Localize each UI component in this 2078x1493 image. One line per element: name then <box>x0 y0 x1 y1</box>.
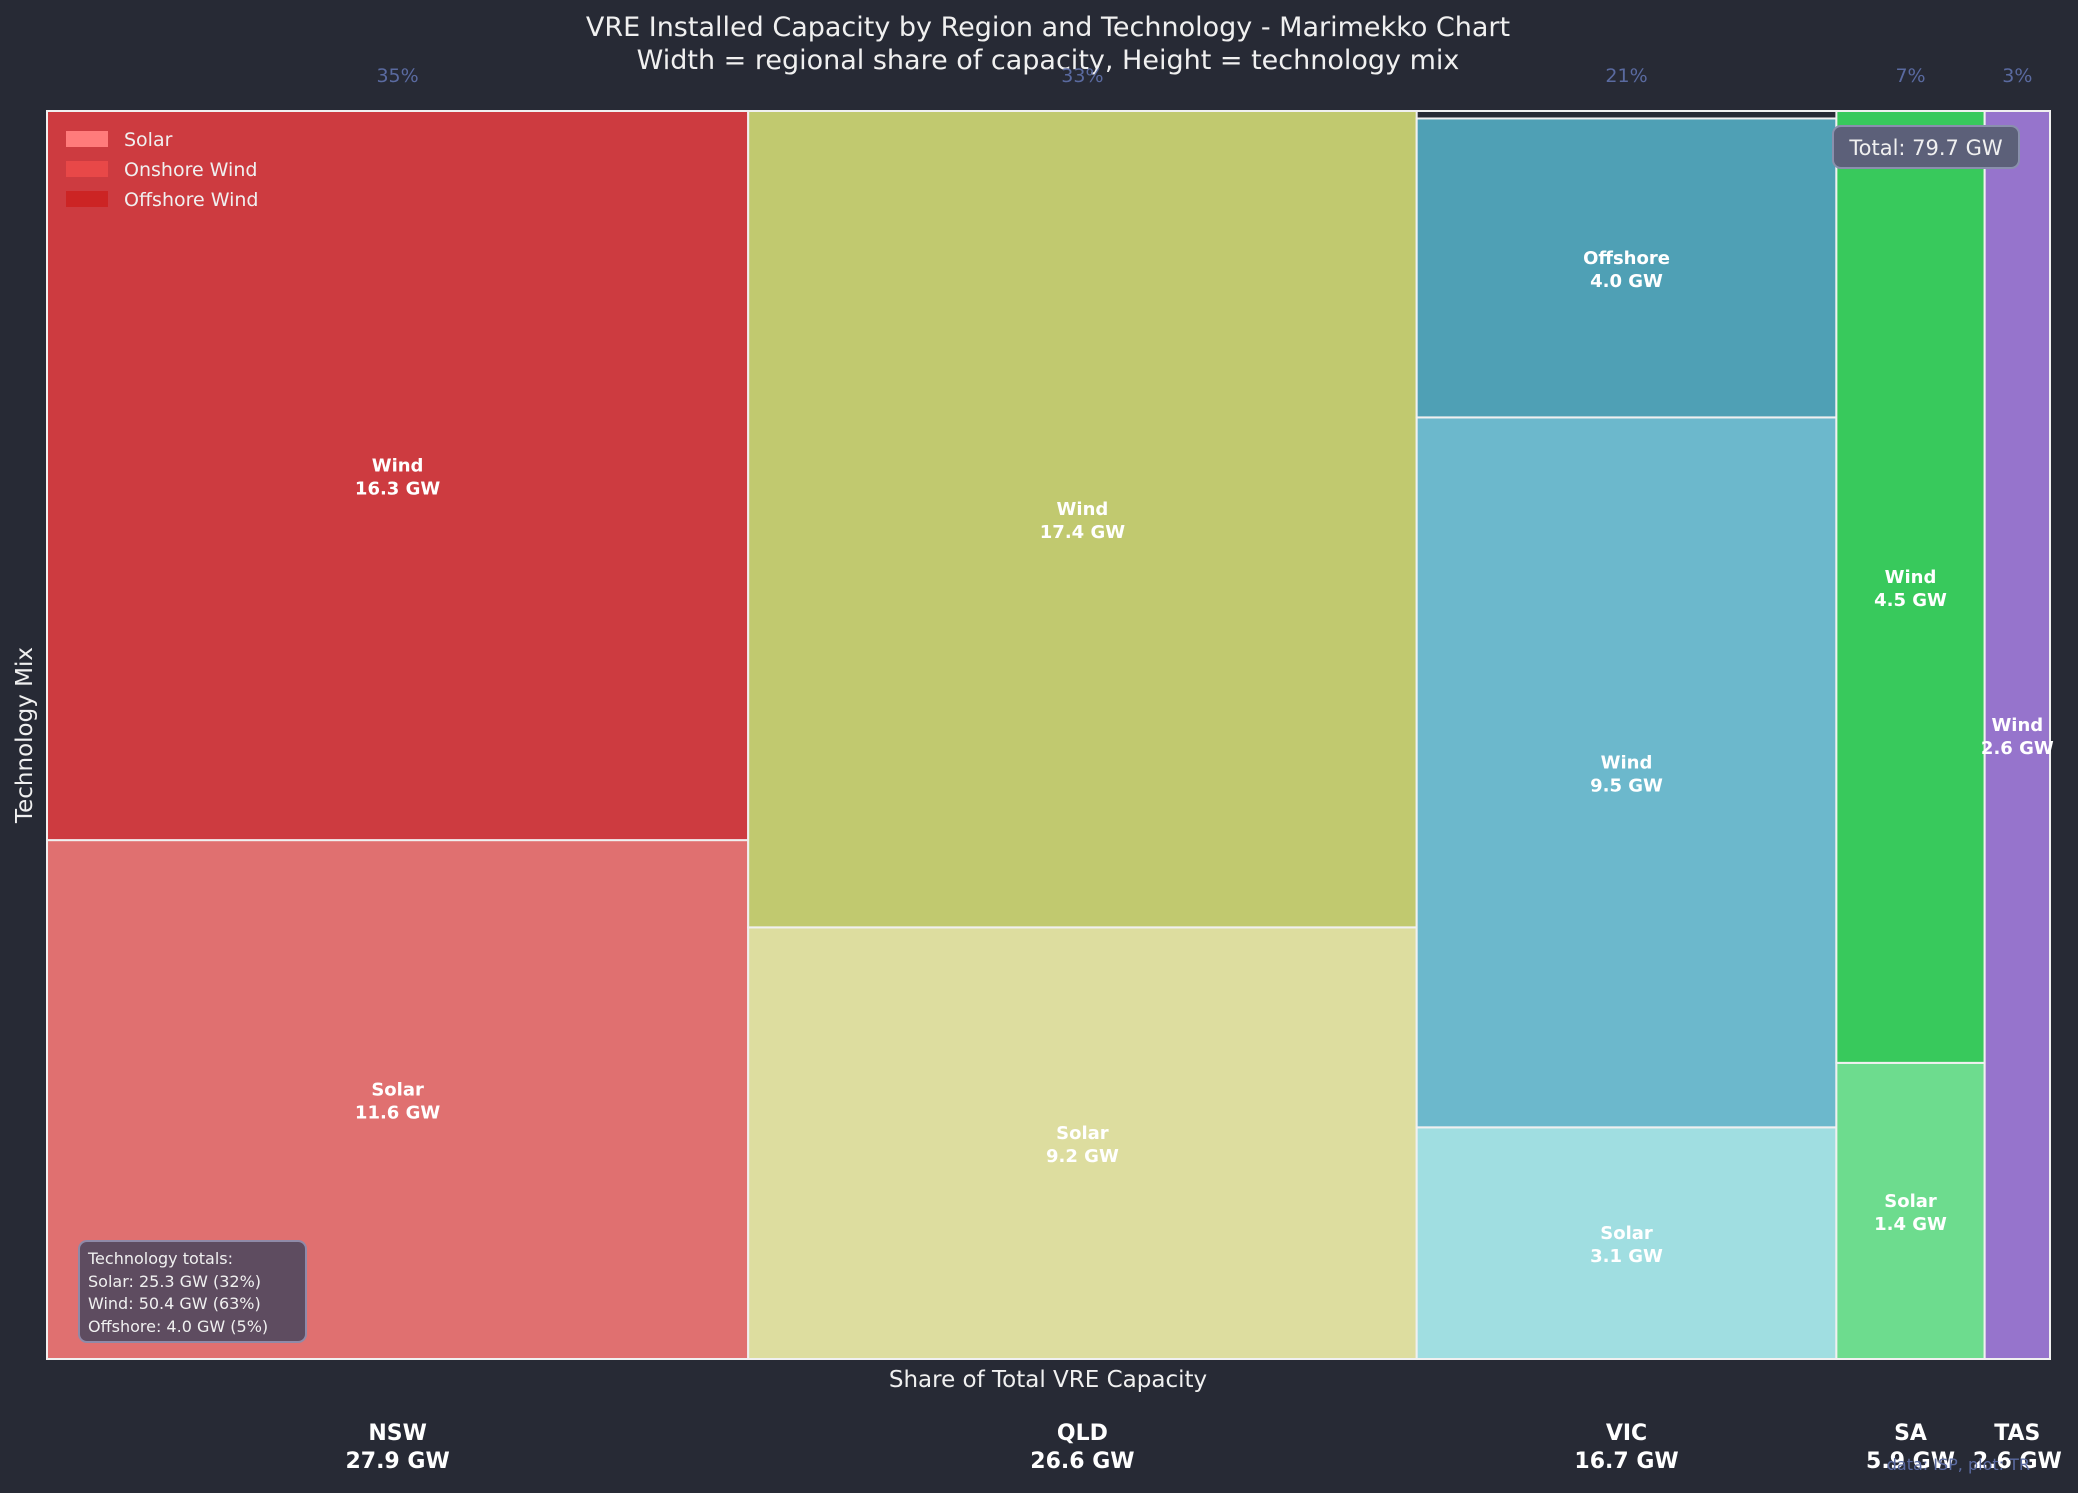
share-labels: 35% 33% 21% 7% 3% <box>376 65 2032 87</box>
total-badge-box <box>1832 125 2020 169</box>
region-name-nsw: NSW <box>368 1421 427 1446</box>
legend: Solar Onshore Wind Offshore Wind <box>66 129 258 211</box>
technology-totals-offshore: Offshore: 4.0 GW (5%) <box>88 1317 268 1336</box>
cell-vic-wind <box>1415 416 1838 1129</box>
region-total-sa: 5.9 GW <box>1866 1449 1955 1474</box>
cell-value-sa-solar: 1.4 GW <box>1874 1214 1947 1235</box>
technology-totals-box: Technology totals: Solar: 25.3 GW (32%) … <box>78 1240 307 1343</box>
cell-label-qld-solar: Solar <box>1056 1123 1109 1144</box>
cell-vic-offshore <box>1415 117 1838 419</box>
share-label-vic: 21% <box>1605 65 1647 87</box>
legend-swatch-solar <box>66 131 108 147</box>
plot-area <box>46 110 2052 1360</box>
cell-qld-wind <box>747 110 1418 929</box>
technology-totals-solar: Solar: 25.3 GW (32%) <box>88 1272 261 1291</box>
plot-frame <box>46 110 2051 1360</box>
cell-value-vic-wind: 9.5 GW <box>1590 775 1663 796</box>
share-label-sa: 7% <box>1895 65 1925 87</box>
cell-sa-solar <box>1835 1061 1986 1360</box>
region-labels: NSW 27.9 GW QLD 26.6 GW VIC 16.7 GW SA 5.9 GW TA… <box>345 1421 2061 1474</box>
footer-note: data: ISP, plot: TR <box>1887 1455 2030 1474</box>
cell-nsw-wind <box>46 110 750 842</box>
share-label-nsw: 35% <box>376 65 418 87</box>
cell-value-sa-wind: 4.5 GW <box>1874 590 1947 611</box>
cell-value-nsw-solar: 11.6 GW <box>355 1103 440 1124</box>
share-label-qld: 33% <box>1061 65 1103 87</box>
region-total-vic: 16.7 GW <box>1574 1449 1678 1474</box>
share-label-tas: 3% <box>2002 65 2032 87</box>
legend-label-onshore-wind: Onshore Wind <box>124 159 257 181</box>
region-total-qld: 26.6 GW <box>1030 1449 1134 1474</box>
legend-label-solar: Solar <box>124 129 173 151</box>
technology-totals-wind: Wind: 50.4 GW (63%) <box>88 1294 261 1313</box>
cell-value-vic-solar: 3.1 GW <box>1590 1246 1663 1267</box>
cell-value-qld-solar: 9.2 GW <box>1046 1146 1119 1167</box>
cell-label-vic-solar: Solar <box>1600 1223 1653 1244</box>
region-total-nsw: 27.9 GW <box>345 1449 449 1474</box>
region-total-tas: 2.6 GW <box>1973 1449 2062 1474</box>
total-badge-text: Total: 79.7 GW <box>1848 136 2003 160</box>
cell-label-qld-wind: Wind <box>1057 499 1109 520</box>
cell-label-vic-wind: Wind <box>1601 752 1653 773</box>
legend-swatch-onshore-wind <box>66 161 108 177</box>
cell-value-qld-wind: 17.4 GW <box>1040 522 1125 543</box>
y-axis-label: Technology Mix <box>12 647 38 824</box>
chart-subtitle: Width = regional share of capacity, Heig… <box>637 45 1460 76</box>
cell-value-tas-wind: 2.6 GW <box>1981 738 2054 759</box>
cell-sa-wind <box>1835 110 1986 1064</box>
cell-label-sa-wind: Wind <box>1885 567 1937 588</box>
region-name-qld: QLD <box>1057 1421 1108 1446</box>
legend-label-offshore-wind: Offshore Wind <box>124 189 258 211</box>
chart-title: VRE Installed Capacity by Region and Tec… <box>586 12 1510 43</box>
cell-tas-wind <box>1983 110 2052 1360</box>
cell-label-vic-offshore: Offshore <box>1583 248 1670 269</box>
legend-swatch-offshore-wind <box>66 191 108 207</box>
cell-vic-solar <box>1415 1126 1838 1360</box>
region-name-sa: SA <box>1894 1421 1927 1446</box>
cell-label-tas-wind: Wind <box>1991 715 2043 736</box>
technology-totals-box-bg <box>78 1240 307 1343</box>
region-name-vic: VIC <box>1606 1421 1647 1446</box>
cell-qld-solar <box>747 926 1418 1360</box>
cell-label-nsw-wind: Wind <box>372 456 424 477</box>
technology-totals-title: Technology totals: <box>87 1249 233 1268</box>
region-name-tas: TAS <box>1994 1421 2040 1446</box>
total-badge: Total: 79.7 GW <box>1832 125 2020 169</box>
cell-label-nsw-solar: Solar <box>371 1080 424 1101</box>
x-axis-label: Share of Total VRE Capacity <box>889 1367 1207 1393</box>
cell-value-vic-offshore: 4.0 GW <box>1590 271 1663 292</box>
cell-label-sa-solar: Solar <box>1884 1191 1937 1212</box>
cell-value-nsw-wind: 16.3 GW <box>355 479 440 500</box>
